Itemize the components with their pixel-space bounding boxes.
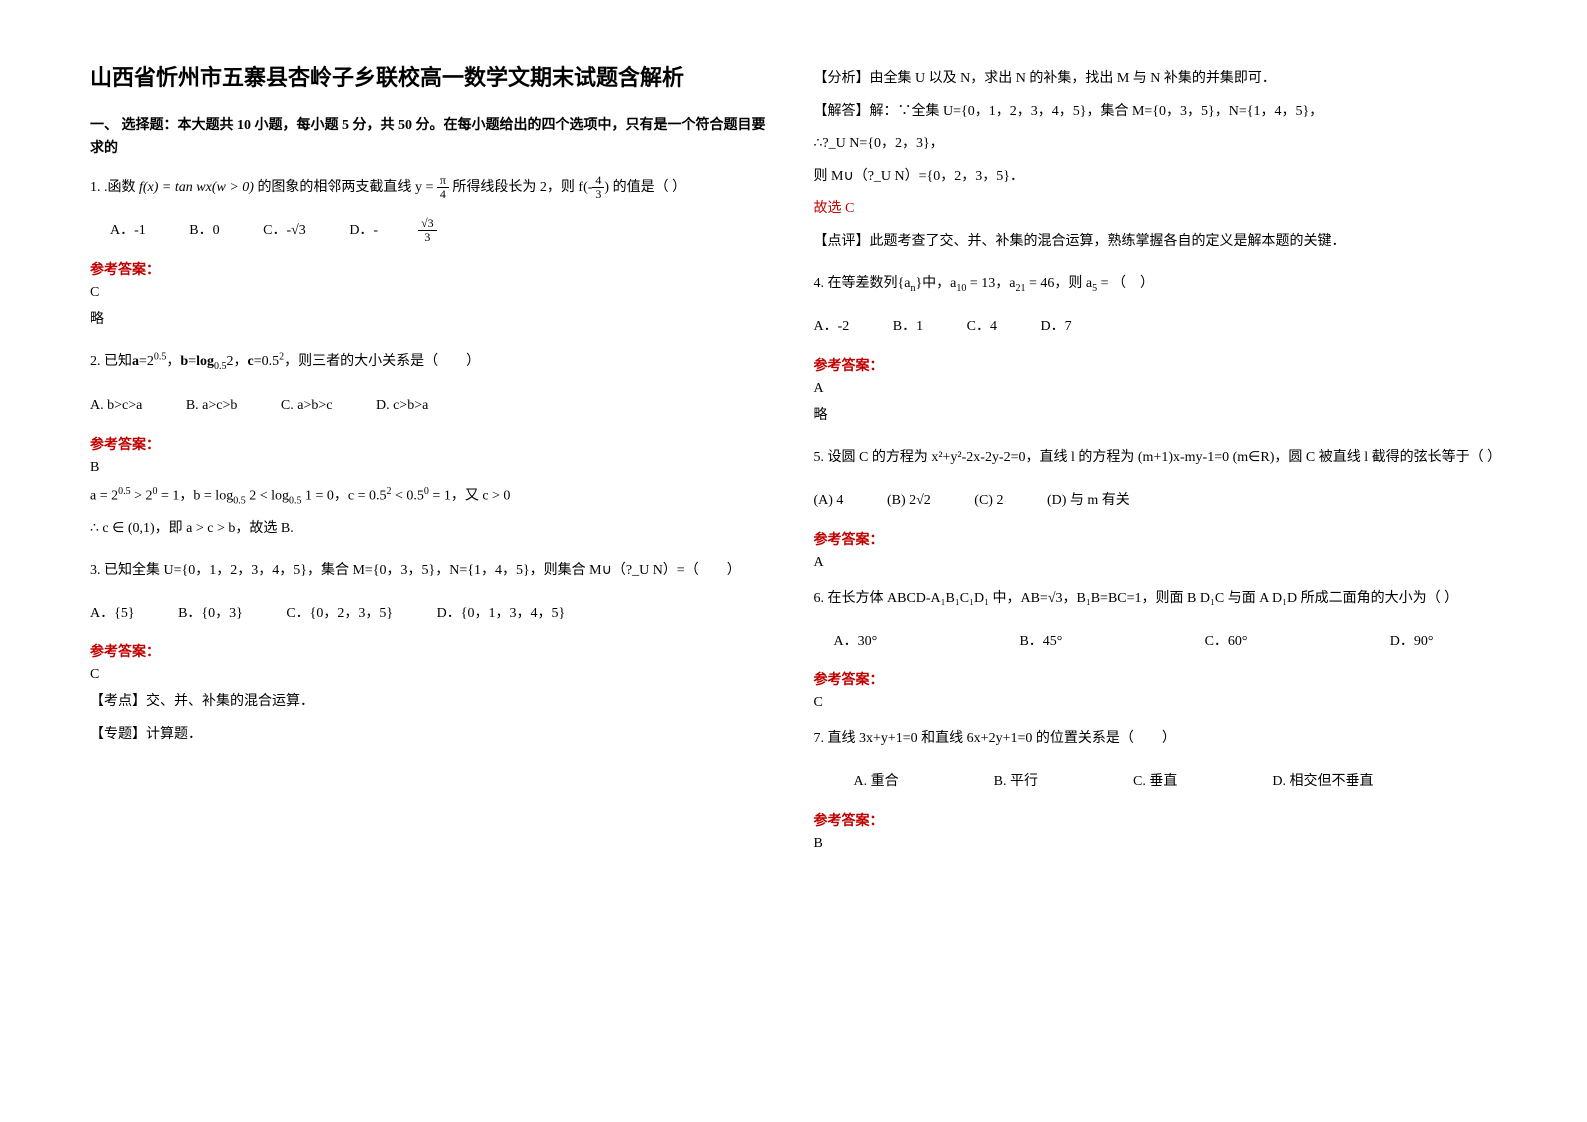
q3-jieda4: 故选 C (814, 196, 1498, 223)
question-4: 4. 在等差数列{an}中，a10 = 13，a21 = 46，则 a5 = （… (814, 270, 1498, 299)
q4-opt-d: D．7 (1040, 312, 1071, 343)
q7-opt-c: C. 垂直 (1133, 767, 1177, 798)
q6-opt-b: B．45° (1019, 627, 1062, 658)
q1-brief: 略 (90, 307, 774, 334)
q7-opt-a: A. 重合 (854, 767, 899, 798)
q4-options: A．-2 B．1 C．4 D．7 (814, 312, 1498, 343)
q3-opt-c: C．{0，2，3，5} (286, 599, 393, 630)
q4-answer: A (814, 381, 1498, 397)
question-7: 7. 直线 3x+y+1=0 和直线 6x+2y+1=0 的位置关系是（ ） (814, 725, 1498, 753)
q1-answer: C (90, 285, 774, 301)
q1-opt-b: B．0 (189, 216, 219, 247)
q2-answer: B (90, 460, 774, 476)
q3-jieda2: ∴?_U N={0，2，3}， (814, 131, 1498, 158)
q6-opt-c: C．60° (1205, 627, 1248, 658)
question-6: 6. 在长方体 ABCD-A₁B₁C₁D₁ 中，AB=√3，B₁B=BC=1，则… (814, 585, 1498, 613)
q1-options: A．-1 B．0 C．-√3 D．-√33 (110, 216, 774, 247)
q3-zhuanti: 【专题】计算题． (90, 722, 774, 749)
question-5: 5. 设圆 C 的方程为 x²+y²-2x-2y-2=0，直线 l 的方程为 (… (814, 444, 1498, 472)
q3-answer: C (90, 667, 774, 683)
q6-opt-d: D．90° (1390, 627, 1434, 658)
q6-opt-a: A．30° (834, 627, 878, 658)
q3-opt-b: B．{0，3} (178, 599, 243, 630)
q6-options: A．30° B．45° C．60° D．90° (834, 627, 1474, 658)
q7-answer: B (814, 836, 1498, 852)
q2-answer-label: 参考答案： (90, 434, 774, 454)
q2-explain2: ∴ c ∈ (0,1)，即 a > c > b，故选 B. (90, 516, 774, 543)
question-1: 1. .函数 f(x) = tan wx(w > 0) 的图象的相邻两支截直线 … (90, 174, 774, 202)
question-2: 2. 已知a=20.5，b=log0.52，c=0.52，则三者的大小关系是（ … (90, 347, 774, 376)
right-column: 【分析】由全集 U 以及 N，求出 N 的补集，找出 M 与 N 补集的并集即可… (814, 60, 1498, 858)
page-title: 山西省忻州市五寨县杏岭子乡联校高一数学文期末试题含解析 (90, 60, 774, 95)
q7-opt-b: B. 平行 (994, 767, 1038, 798)
q1-text-end: 的值是（ ） (613, 180, 687, 195)
q5-options: (A) 4 (B) 2√2 (C) 2 (D) 与 m 有关 (814, 486, 1498, 517)
q6-answer-label: 参考答案： (814, 669, 1498, 689)
q5-opt-d: (D) 与 m 有关 (1047, 486, 1130, 517)
q2-options: A. b>c>a B. a>c>b C. a>b>c D. c>b>a (90, 391, 774, 422)
q1-opt-a: A．-1 (110, 216, 146, 247)
q3-kaodian: 【考点】交、并、补集的混合运算． (90, 689, 774, 716)
q2-explain1: a = 20.5 > 20 = 1，b = log0.5 2 < log0.5 … (90, 482, 774, 510)
left-column: 山西省忻州市五寨县杏岭子乡联校高一数学文期末试题含解析 一、 选择题：本大题共 … (90, 60, 774, 858)
q5-answer-label: 参考答案： (814, 529, 1498, 549)
q4-opt-a: A．-2 (814, 312, 850, 343)
q1-formula1: f(x) = tan wx(w > 0) (139, 180, 254, 195)
q3-opt-a: A．{5} (90, 599, 135, 630)
q2-opt-b: B. a>c>b (186, 391, 238, 422)
q7-opt-d: D. 相交但不垂直 (1272, 767, 1373, 798)
q7-answer-label: 参考答案： (814, 810, 1498, 830)
q3-opt-d: D．{0，1，3，4，5} (437, 599, 566, 630)
section-header: 一、 选择题：本大题共 10 小题，每小题 5 分，共 50 分。在每小题给出的… (90, 115, 774, 160)
q6-answer: C (814, 695, 1498, 711)
q2-opt-c: C. a>b>c (281, 391, 333, 422)
q5-opt-a: (A) 4 (814, 486, 844, 517)
q1-text-pre: 1. .函数 (90, 180, 136, 195)
q3-dianping: 【点评】此题考查了交、并、补集的混合运算，熟练掌握各自的定义是解本题的关键． (814, 229, 1498, 256)
q1-formula2: y = π4 (415, 180, 449, 195)
q4-opt-b: B．1 (893, 312, 923, 343)
q1-text-mid1: 的图象的相邻两支截直线 (257, 180, 411, 195)
q4-opt-c: C．4 (967, 312, 997, 343)
q3-fenxi: 【分析】由全集 U 以及 N，求出 N 的补集，找出 M 与 N 补集的并集即可… (814, 66, 1498, 93)
q1-formula3: f(-43) (578, 180, 609, 195)
q3-options: A．{5} B．{0，3} C．{0，2，3，5} D．{0，1，3，4，5} (90, 599, 774, 630)
q3-jieda1: 【解答】解：∵全集 U={0，1，2，3，4，5}，集合 M={0，3，5}，N… (814, 99, 1498, 126)
q3-answer-label: 参考答案： (90, 641, 774, 661)
q7-options: A. 重合 B. 平行 C. 垂直 D. 相交但不垂直 (854, 767, 1414, 798)
q2-opt-d: D. c>b>a (376, 391, 428, 422)
q5-answer: A (814, 555, 1498, 571)
q1-opt-c: C．-√3 (263, 216, 306, 247)
q1-text-mid2: 所得线段长为 2，则 (452, 180, 575, 195)
q5-opt-b: (B) 2√2 (887, 486, 931, 517)
q4-answer-label: 参考答案： (814, 355, 1498, 375)
q5-opt-c: (C) 2 (974, 486, 1003, 517)
q3-jieda3: 则 M∪（?_U N）={0，2，3，5}． (814, 164, 1498, 191)
q1-answer-label: 参考答案： (90, 259, 774, 279)
question-3: 3. 已知全集 U={0，1，2，3，4，5}，集合 M={0，3，5}，N={… (90, 557, 774, 585)
q4-brief: 略 (814, 403, 1498, 430)
q2-opt-a: A. b>c>a (90, 391, 142, 422)
q2-text: 2. 已知a=20.5，b=log0.52，c=0.52，则三者的大小关系是（ … (90, 354, 480, 369)
q1-opt-d: D．-√33 (349, 216, 516, 247)
